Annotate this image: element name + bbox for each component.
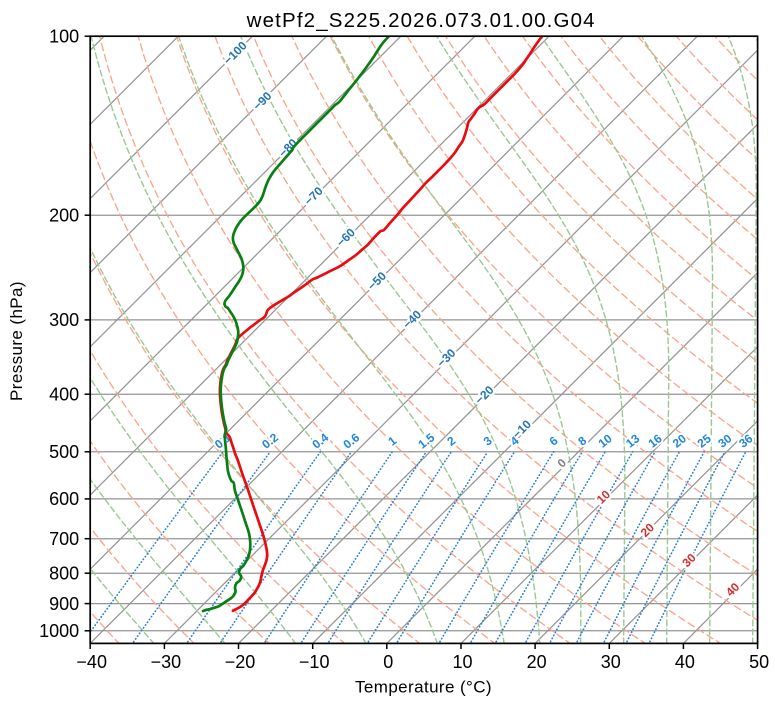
svg-text:40: 40 xyxy=(675,652,695,672)
svg-text:30: 30 xyxy=(601,652,621,672)
svg-text:Temperature (°C): Temperature (°C) xyxy=(355,678,492,697)
svg-text:−40: −40 xyxy=(76,652,107,672)
svg-text:−20: −20 xyxy=(225,652,256,672)
svg-text:300: 300 xyxy=(49,310,79,330)
svg-text:500: 500 xyxy=(49,442,79,462)
svg-text:50: 50 xyxy=(749,652,769,672)
svg-text:100: 100 xyxy=(49,27,79,47)
svg-text:10: 10 xyxy=(452,652,472,672)
svg-text:wetPf2_S225.2026.073.01.00.G04: wetPf2_S225.2026.073.01.00.G04 xyxy=(246,9,596,32)
svg-text:900: 900 xyxy=(49,594,79,614)
svg-text:200: 200 xyxy=(49,206,79,226)
svg-text:−10: −10 xyxy=(299,652,330,672)
svg-text:800: 800 xyxy=(49,564,79,584)
svg-text:20: 20 xyxy=(527,652,547,672)
svg-text:1000: 1000 xyxy=(39,621,79,641)
svg-text:−30: −30 xyxy=(151,652,182,672)
svg-text:700: 700 xyxy=(49,529,79,549)
svg-text:Pressure (hPa): Pressure (hPa) xyxy=(7,281,26,401)
svg-text:400: 400 xyxy=(49,385,79,405)
svg-text:600: 600 xyxy=(49,489,79,509)
svg-text:0: 0 xyxy=(383,652,393,672)
